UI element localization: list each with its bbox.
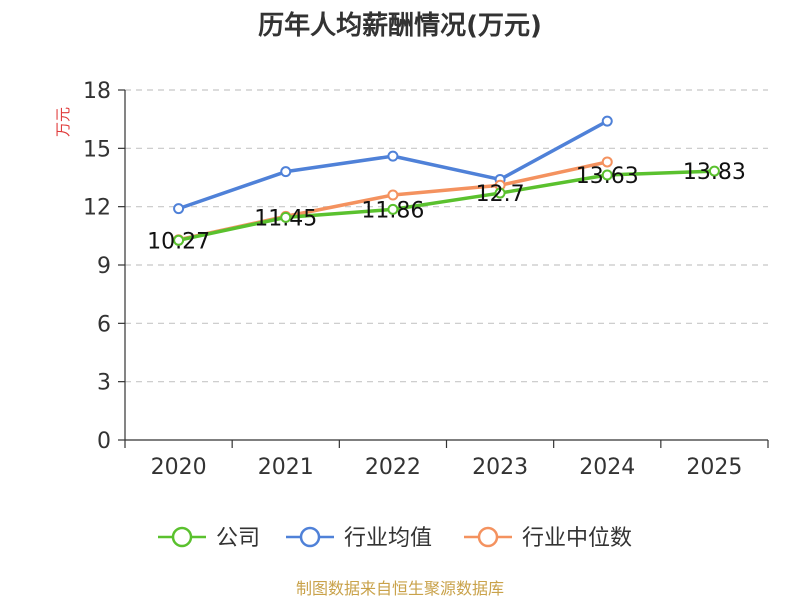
data-point-0-2024[interactable] <box>601 169 613 181</box>
legend-marker-icon <box>299 526 321 548</box>
legend-item-2[interactable]: 行业中位数 <box>464 526 632 551</box>
grid-lines <box>125 89 768 383</box>
x-tick-label-2021: 2021 <box>258 455 314 480</box>
data-labels: 10.27 11.45 11.86 12.7 13.63 13.83 <box>147 160 746 254</box>
y-tick-label: 15 <box>83 137 111 162</box>
data-point-1-2022[interactable] <box>387 150 399 162</box>
legend-item-0[interactable]: 公司 <box>158 526 260 551</box>
data-point-1-2024[interactable] <box>601 115 613 127</box>
data-point-0-2022[interactable] <box>387 203 399 215</box>
data-point-2-2022[interactable] <box>387 189 399 201</box>
y-tick-label: 3 <box>97 371 111 396</box>
legend[interactable]: 公司 行业均值 行业中位数 <box>158 526 632 551</box>
data-label-2023: 12.7 <box>476 182 525 207</box>
data-point-0-2023[interactable] <box>494 187 506 199</box>
y-axis-label: 万元 <box>54 107 72 137</box>
data-point-2-2024[interactable] <box>601 156 613 168</box>
data-point-0-2025[interactable] <box>708 165 720 177</box>
y-tick-label: 0 <box>97 429 111 454</box>
data-point-0-2021[interactable] <box>280 211 292 223</box>
data-label-2025: 13.83 <box>683 160 746 185</box>
y-tick-label: 6 <box>97 312 111 337</box>
data-label-2022: 11.86 <box>361 198 424 223</box>
y-tick-label: 12 <box>83 196 111 221</box>
x-tick-label-2025: 2025 <box>686 455 742 480</box>
x-tick-label-2022: 2022 <box>365 455 421 480</box>
data-point-1-2021[interactable] <box>280 166 292 178</box>
x-tick-label-2023: 2023 <box>472 455 528 480</box>
x-tick-label-2020: 2020 <box>151 455 207 480</box>
legend-label: 公司 <box>216 526 260 551</box>
y-tick-label: 9 <box>97 254 111 279</box>
legend-item-1[interactable]: 行业均值 <box>286 526 432 551</box>
series-line-0 <box>178 169 715 243</box>
source-note: 制图数据来自恒生聚源数据库 <box>296 579 504 598</box>
legend-marker-icon <box>477 526 499 548</box>
legend-marker-icon <box>171 526 193 548</box>
data-label-2021: 11.45 <box>254 206 317 231</box>
chart-title: 历年人均薪酬情况(万元) <box>258 10 542 41</box>
data-point-0-2020[interactable] <box>173 234 185 246</box>
data-point-1-2020[interactable] <box>173 203 185 215</box>
y-tick-label: 18 <box>83 79 111 104</box>
legend-label: 行业中位数 <box>522 526 632 551</box>
data-label-2020: 10.27 <box>147 229 210 254</box>
data-label-2024: 13.63 <box>576 164 639 189</box>
legend-label: 行业均值 <box>344 526 432 551</box>
x-tick-label-2024: 2024 <box>579 455 635 480</box>
axes: 0 3 6 9 12 15 18 2020 2021 2022 2023 2024 2025 <box>83 79 769 480</box>
series-lines <box>173 115 720 246</box>
